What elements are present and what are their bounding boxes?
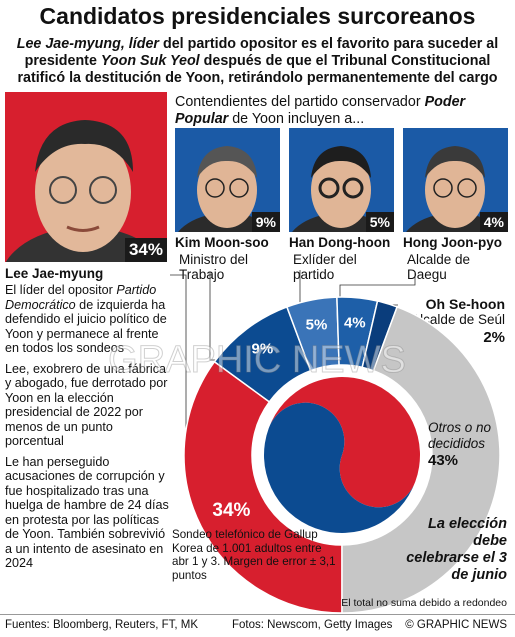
candidate-name: Han Dong-hoon [289, 235, 391, 250]
portrait [406, 146, 504, 232]
value-label: 2% [483, 329, 505, 346]
donut-segment [341, 305, 501, 614]
badge: 5% [365, 212, 394, 232]
bio: El líder del opositor Partido Democrátic… [5, 283, 171, 577]
intro-text: Contendientes del partido conservador [175, 94, 425, 110]
intro-text: Poder Popular [175, 94, 466, 127]
subtitle-line: presidente Yoon Suk Yeol después de que … [4, 53, 511, 70]
rounding-note: El total no suma debido a redondeo [341, 597, 507, 609]
candidate-name: Lee Jae-myung [5, 266, 104, 281]
subtitle-line: ratificó la destitución de Yoon, retirán… [4, 70, 511, 87]
others-label: Otros o no decididos 43% [428, 420, 503, 469]
sources: Fuentes: Bloomberg, Reuters, FT, MK [5, 619, 199, 631]
oh-label: Oh Se-hoon Alcalde de Seúl 2% [400, 296, 505, 346]
bio-paragraph: Le han perseguido acusaciones de corrupc… [5, 454, 169, 571]
value-label: 4% [344, 315, 366, 332]
donut-segment [183, 360, 343, 614]
badge: 34% [124, 238, 167, 262]
bio-text: de izquierda ha defendido el juicio polí… [5, 297, 167, 356]
portrait [178, 146, 276, 232]
value-label: 43% [428, 452, 459, 469]
candidate-photo: 4% [403, 128, 508, 232]
candidate-role: Alcalde de Seúl [411, 312, 505, 327]
survey-note: Sondeo telefónico de Gallup Korea de 1.0… [172, 528, 336, 582]
title: Candidatos presidenciales surcoreanos [39, 3, 476, 29]
candidate-name: Oh Se-hoon [425, 296, 505, 312]
subtitle-text: presidente [24, 53, 101, 69]
bio-text: El líder del opositor [5, 283, 117, 297]
badge: 9% [251, 212, 280, 232]
value-label: 5% [306, 316, 328, 333]
subtitle-line: Lee Jae-myung, líder del partido oposito… [4, 36, 511, 53]
value-label: 34% [212, 500, 250, 521]
subtitle-text: Lee Jae-myung, líder [16, 36, 159, 52]
taegeuk-red [268, 377, 420, 508]
subtitle-text: ratificó la destitución de Yoon, retirán… [17, 70, 498, 86]
election-note: La elección debe celebrarse el 3 de juni… [406, 516, 507, 583]
footer: Fuentes: Bloomberg, Reuters, FT, MK Foto… [0, 614, 515, 637]
portrait [292, 146, 390, 232]
portrait [5, 120, 165, 262]
watermark: GRAPHIC NEWS [108, 339, 406, 381]
badge: 4% [479, 212, 508, 232]
bio-paragraph: Lee, exobrero de una fábrica y abogado, … [5, 361, 168, 449]
bio-text: Partido Democrático [5, 283, 157, 312]
taegeuk-blue [264, 402, 416, 533]
subtitle-text: después de que el Tribunal Constituciona… [199, 53, 491, 69]
candidate-photo: 9% [175, 128, 280, 232]
intro: Contendientes del partido conservador Po… [175, 94, 510, 128]
candidate-name: Kim Moon-soo [175, 235, 269, 250]
candidate-role: Exlíder del partido [293, 252, 357, 282]
credit: © GRAPHIC NEWS [405, 619, 507, 631]
intro-text: de Yoon incluyen a... [228, 111, 365, 127]
lee-photo: 34% [5, 92, 167, 262]
bio-paragraph: El líder del opositor Partido Democrátic… [5, 283, 171, 356]
category-label: Otros o no decididos [428, 420, 492, 451]
candidate-role: Alcalde de Daegu [407, 252, 471, 282]
subtitle-text: del partido opositor es el favorito para… [158, 36, 499, 52]
candidate-name: Hong Joon-pyo [403, 235, 502, 250]
value-label: 9% [252, 341, 274, 358]
candidate-role: Ministro del Trabajo [179, 252, 249, 282]
subtitle: Lee Jae-myung, líder del partido oposito… [4, 36, 511, 87]
photo-credit: Fotos: Newscom, Getty Images [232, 619, 393, 631]
candidate-photo: 5% [289, 128, 394, 232]
subtitle-text: Yoon Suk Yeol [100, 53, 200, 69]
